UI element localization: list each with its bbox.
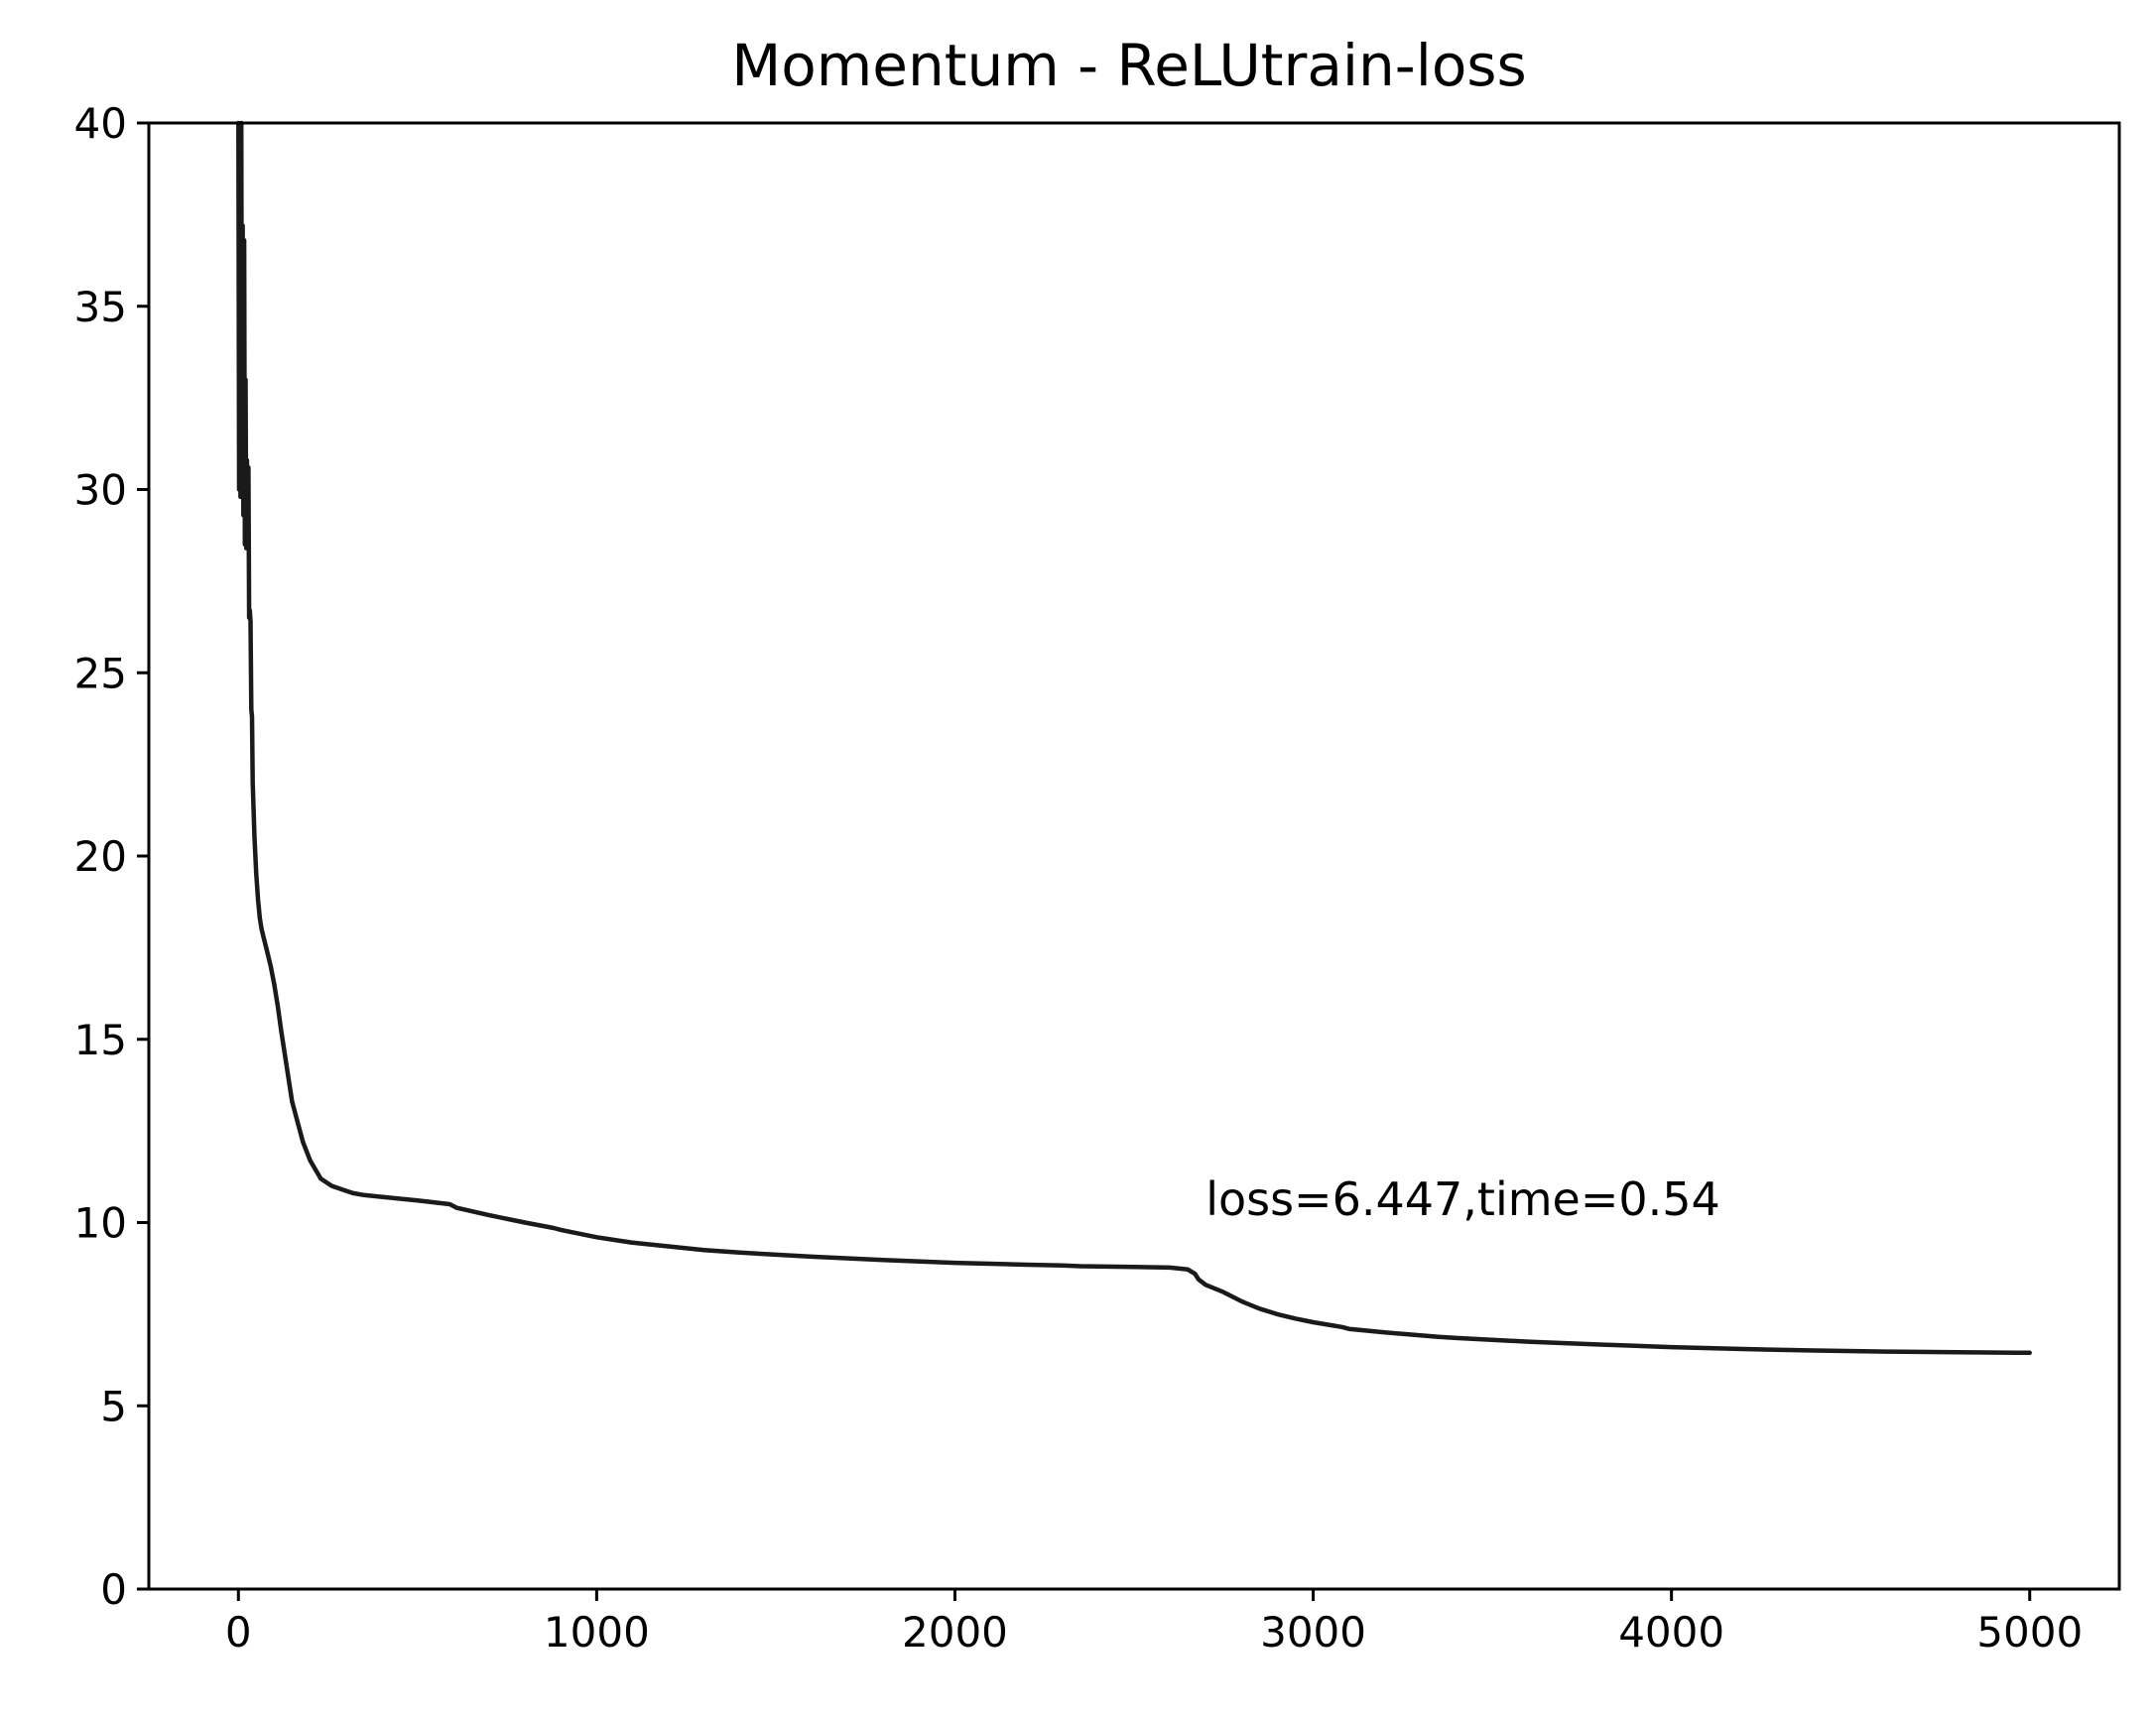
x-tick-label: 0 xyxy=(225,1608,252,1657)
x-tick-label: 5000 xyxy=(1976,1608,2083,1657)
x-tick-label: 3000 xyxy=(1260,1608,1366,1657)
y-tick-label: 0 xyxy=(100,1565,127,1614)
axis-ticks: 0 1000 2000 3000 4000 5000 0 5 10 15 20 25 30 35 40 xyxy=(74,99,2084,1657)
series-line xyxy=(236,120,2032,1356)
y-tick-label: 40 xyxy=(74,99,127,148)
y-tick-label: 30 xyxy=(74,466,127,515)
y-tick-label: 5 xyxy=(100,1382,127,1430)
x-tick-label: 4000 xyxy=(1618,1608,1724,1657)
x-tick-label: 2000 xyxy=(902,1608,1008,1657)
loss-annotation: loss=6.447,time=0.54 xyxy=(1205,1172,1720,1226)
y-tick-label: 20 xyxy=(74,832,127,881)
plot-area xyxy=(236,120,2032,1356)
y-tick-label: 15 xyxy=(74,1016,127,1064)
y-tick-label: 35 xyxy=(74,283,127,331)
chart-title: Momentum - ReLUtrain-loss xyxy=(731,32,1527,99)
y-tick-label: 10 xyxy=(74,1199,127,1248)
y-tick-label: 25 xyxy=(74,649,127,697)
plot-frame xyxy=(147,121,2121,1591)
x-tick-label: 1000 xyxy=(544,1608,650,1657)
